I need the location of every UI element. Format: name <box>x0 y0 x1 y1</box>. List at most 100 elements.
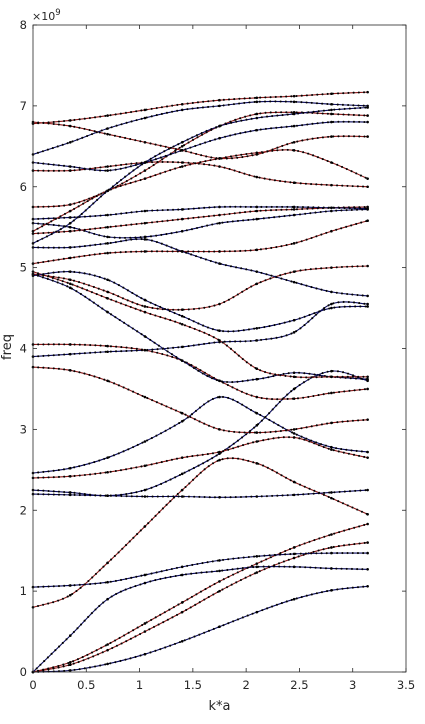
data-point <box>218 213 221 217</box>
data-point <box>218 302 221 306</box>
band-marker <box>194 255 198 258</box>
data-point <box>292 597 296 601</box>
band-marker <box>160 482 163 486</box>
band-marker <box>87 579 90 583</box>
band-marker <box>91 197 94 200</box>
band-marker <box>110 595 113 598</box>
data-point <box>106 169 109 172</box>
band-marker <box>161 495 165 498</box>
band-marker <box>272 565 276 568</box>
band-series-27 <box>31 106 369 245</box>
band-marker <box>353 543 356 546</box>
band-marker <box>206 459 209 462</box>
data-point <box>255 128 259 132</box>
band-marker <box>84 295 87 298</box>
band-marker <box>178 146 181 149</box>
band-marker <box>340 227 343 230</box>
band-marker <box>268 325 271 328</box>
band-marker <box>327 135 330 138</box>
band-marker <box>345 209 348 212</box>
band-marker <box>62 124 66 127</box>
band-marker <box>97 287 100 290</box>
band-marker <box>42 668 45 671</box>
band-marker <box>117 452 120 455</box>
band-marker <box>103 191 106 195</box>
band-marker <box>57 258 60 261</box>
band-marker <box>51 279 54 282</box>
band-marker <box>258 326 261 329</box>
band-marker <box>124 544 128 547</box>
band-marker <box>150 107 153 110</box>
band-marker <box>52 246 55 249</box>
band-marker <box>281 148 284 151</box>
band-marker <box>246 566 250 569</box>
band-series-22 <box>31 205 369 221</box>
band-marker <box>359 174 363 177</box>
band-marker <box>130 223 133 226</box>
band-marker <box>288 320 291 323</box>
band-marker <box>258 570 261 573</box>
band-marker <box>215 126 218 129</box>
data-point <box>218 450 221 454</box>
band-marker <box>308 440 311 443</box>
band-marker <box>234 340 237 343</box>
band-marker <box>298 317 301 320</box>
band-marker <box>239 578 242 582</box>
band-marker <box>323 308 326 311</box>
band-marker <box>272 421 275 424</box>
band-marker <box>88 197 91 200</box>
band-marker <box>166 208 169 212</box>
data-point <box>69 203 72 206</box>
band-marker <box>264 96 267 99</box>
band-marker <box>42 476 45 479</box>
band-marker <box>47 272 50 275</box>
band-marker <box>115 300 118 303</box>
band-marker <box>104 214 107 217</box>
data-point <box>180 161 184 164</box>
band-marker <box>356 552 360 555</box>
band-marker <box>360 510 364 513</box>
band-marker <box>132 169 135 172</box>
band-marker <box>245 433 248 436</box>
band-marker <box>83 199 86 202</box>
band-marker <box>42 162 45 165</box>
band-marker <box>312 395 315 398</box>
band-marker <box>248 174 251 177</box>
band-marker <box>316 122 319 125</box>
band-marker <box>63 343 66 346</box>
band-marker <box>269 209 273 212</box>
band-marker <box>94 472 97 475</box>
band-marker <box>162 621 165 624</box>
band-marker <box>270 398 274 401</box>
band-marker <box>141 495 144 498</box>
band-marker <box>47 493 50 496</box>
band-marker <box>226 568 229 572</box>
band-marker <box>159 613 162 616</box>
band-marker <box>314 566 317 569</box>
data-point <box>366 377 369 381</box>
band-marker <box>55 230 58 233</box>
band-marker <box>305 426 308 429</box>
band-marker <box>129 586 132 589</box>
band-marker <box>358 135 361 138</box>
band-marker <box>242 219 245 222</box>
band-marker <box>356 568 359 571</box>
band-marker <box>104 114 107 117</box>
band-marker <box>356 293 359 297</box>
band-marker <box>82 282 86 285</box>
band-marker <box>243 172 246 175</box>
data-point <box>366 177 369 180</box>
band-marker <box>52 205 55 208</box>
band-marker <box>171 616 174 619</box>
band-marker <box>161 250 164 253</box>
data-point <box>218 458 221 462</box>
data-point <box>106 297 109 300</box>
band-marker <box>75 589 78 593</box>
band-marker <box>125 495 128 498</box>
band-marker <box>47 260 50 263</box>
band-marker <box>279 95 283 98</box>
band-marker <box>88 298 91 301</box>
band-marker <box>353 207 356 210</box>
data-point <box>292 140 296 144</box>
band-marker <box>335 209 338 212</box>
